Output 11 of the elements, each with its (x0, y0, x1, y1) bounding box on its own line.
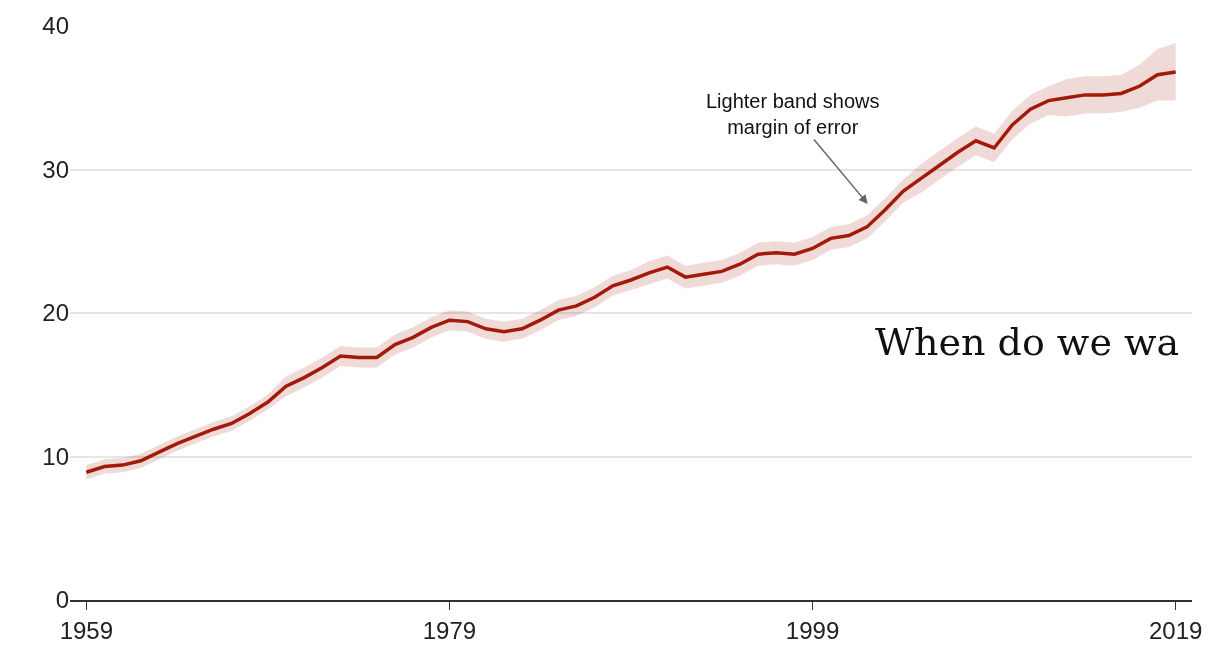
y-tick-label: 10 (42, 442, 69, 470)
y-tick-label: 30 (42, 155, 69, 183)
x-tick-label: 2019 (1148, 616, 1203, 644)
annotation: Lighter band shows margin of error (706, 90, 880, 138)
x-tick-label: 1959 (59, 616, 114, 644)
x-tick-label: 1979 (422, 616, 477, 644)
y-tick-label: 20 (42, 299, 69, 327)
y-tick-label: 0 (55, 586, 69, 614)
x-tick-label: 1999 (785, 616, 840, 644)
annotation: When do we wa (875, 320, 1180, 364)
y-tick-label: 40 (42, 12, 69, 40)
